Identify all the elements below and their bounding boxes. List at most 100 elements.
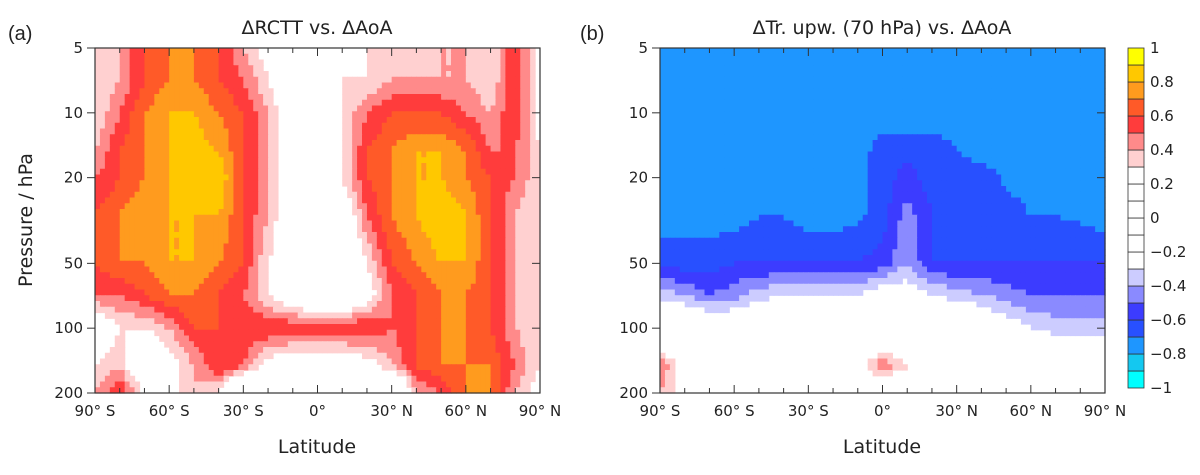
contour-cell bbox=[461, 65, 467, 71]
contour-cell bbox=[525, 318, 531, 324]
contour-cell bbox=[204, 48, 210, 54]
contour-cell bbox=[843, 77, 849, 83]
contour-cell bbox=[179, 157, 185, 163]
contour-cell bbox=[243, 83, 249, 89]
contour-cell bbox=[243, 175, 249, 181]
contour-cell bbox=[229, 129, 235, 135]
contour-cell bbox=[421, 307, 427, 313]
contour-cell bbox=[510, 111, 516, 117]
contour-cell bbox=[382, 186, 388, 192]
contour-cell bbox=[481, 267, 487, 273]
contour-cell bbox=[456, 255, 462, 261]
contour-cell bbox=[179, 347, 185, 353]
contour-cell bbox=[461, 341, 467, 347]
contour-cell bbox=[500, 295, 506, 301]
contour-cell bbox=[525, 244, 531, 250]
contour-cell bbox=[530, 134, 536, 140]
contour-cell bbox=[520, 364, 526, 370]
contour-cell bbox=[917, 83, 923, 89]
contour-cell bbox=[1031, 54, 1037, 60]
contour-cell bbox=[530, 48, 536, 54]
contour-cell bbox=[972, 71, 978, 77]
contour-cell bbox=[471, 313, 477, 319]
contour-cell bbox=[471, 129, 477, 135]
contour-cell bbox=[199, 134, 205, 140]
contour-cell bbox=[164, 180, 170, 186]
contour-cell bbox=[476, 140, 482, 146]
contour-cell bbox=[140, 146, 146, 152]
contour-cell bbox=[199, 313, 205, 319]
contour-cell bbox=[491, 100, 497, 106]
contour-cell bbox=[456, 111, 462, 117]
contour-cell bbox=[199, 336, 205, 342]
contour-cell bbox=[209, 290, 215, 296]
contour-cell bbox=[115, 359, 121, 365]
contour-cell bbox=[382, 238, 388, 244]
contour-cell bbox=[194, 163, 200, 169]
contour-cell bbox=[461, 347, 467, 353]
contour-cell bbox=[174, 255, 180, 261]
contour-cell bbox=[744, 83, 750, 89]
contour-cell bbox=[140, 290, 146, 296]
contour-cell bbox=[154, 163, 160, 169]
contour-cell bbox=[446, 111, 452, 117]
contour-cell bbox=[233, 215, 239, 221]
contour-cell bbox=[219, 249, 225, 255]
contour-cell bbox=[268, 336, 274, 342]
contour-cell bbox=[233, 341, 239, 347]
contour-cell bbox=[525, 100, 531, 106]
contour-cell bbox=[115, 83, 121, 89]
contour-cell bbox=[204, 146, 210, 152]
contour-cell bbox=[115, 169, 121, 175]
contour-cell bbox=[402, 77, 408, 83]
contour-cell bbox=[397, 117, 403, 123]
contour-cell bbox=[179, 370, 185, 376]
contour-cell bbox=[461, 301, 467, 307]
contour-cell bbox=[229, 244, 235, 250]
contour-cell bbox=[957, 71, 963, 77]
contour-cell bbox=[199, 382, 205, 388]
contour-cell bbox=[481, 290, 487, 296]
contour-cell bbox=[189, 88, 195, 94]
contour-cell bbox=[397, 267, 403, 273]
contour-cell bbox=[194, 152, 200, 158]
contour-cell bbox=[1031, 60, 1037, 66]
contour-cell bbox=[357, 117, 363, 123]
contour-cell bbox=[233, 88, 239, 94]
contour-cell bbox=[169, 83, 175, 89]
contour-cell bbox=[120, 186, 126, 192]
contour-cell bbox=[243, 146, 249, 152]
contour-cell bbox=[387, 157, 393, 163]
contour-cell bbox=[491, 359, 497, 365]
contour-cell bbox=[214, 341, 220, 347]
contour-cell bbox=[407, 106, 413, 112]
contour-cell bbox=[248, 146, 254, 152]
contour-cell bbox=[125, 209, 131, 215]
contour-cell bbox=[496, 359, 502, 365]
contour-cell bbox=[243, 209, 249, 215]
contour-cell bbox=[387, 146, 393, 152]
contour-cell bbox=[154, 307, 160, 313]
contour-cell bbox=[357, 111, 363, 117]
contour-cell bbox=[140, 60, 146, 66]
contour-cell bbox=[169, 313, 175, 319]
contour-cell bbox=[377, 221, 383, 227]
contour-cell bbox=[520, 272, 526, 278]
contour-cell bbox=[224, 226, 230, 232]
contour-cell bbox=[515, 232, 521, 238]
contour-cell bbox=[421, 249, 427, 255]
contour-cell bbox=[749, 60, 755, 66]
contour-cell bbox=[189, 134, 195, 140]
contour-cell bbox=[268, 226, 274, 232]
contour-cell bbox=[491, 134, 497, 140]
contour-cell bbox=[510, 71, 516, 77]
contour-cell bbox=[481, 336, 487, 342]
contour-cell bbox=[530, 295, 536, 301]
contour-cell bbox=[705, 83, 711, 89]
contour-cell bbox=[263, 157, 269, 163]
contour-cell bbox=[510, 209, 516, 215]
contour-cell bbox=[456, 318, 462, 324]
contour-cell bbox=[238, 157, 244, 163]
contour-cell bbox=[140, 94, 146, 100]
contour-cell bbox=[451, 106, 457, 112]
